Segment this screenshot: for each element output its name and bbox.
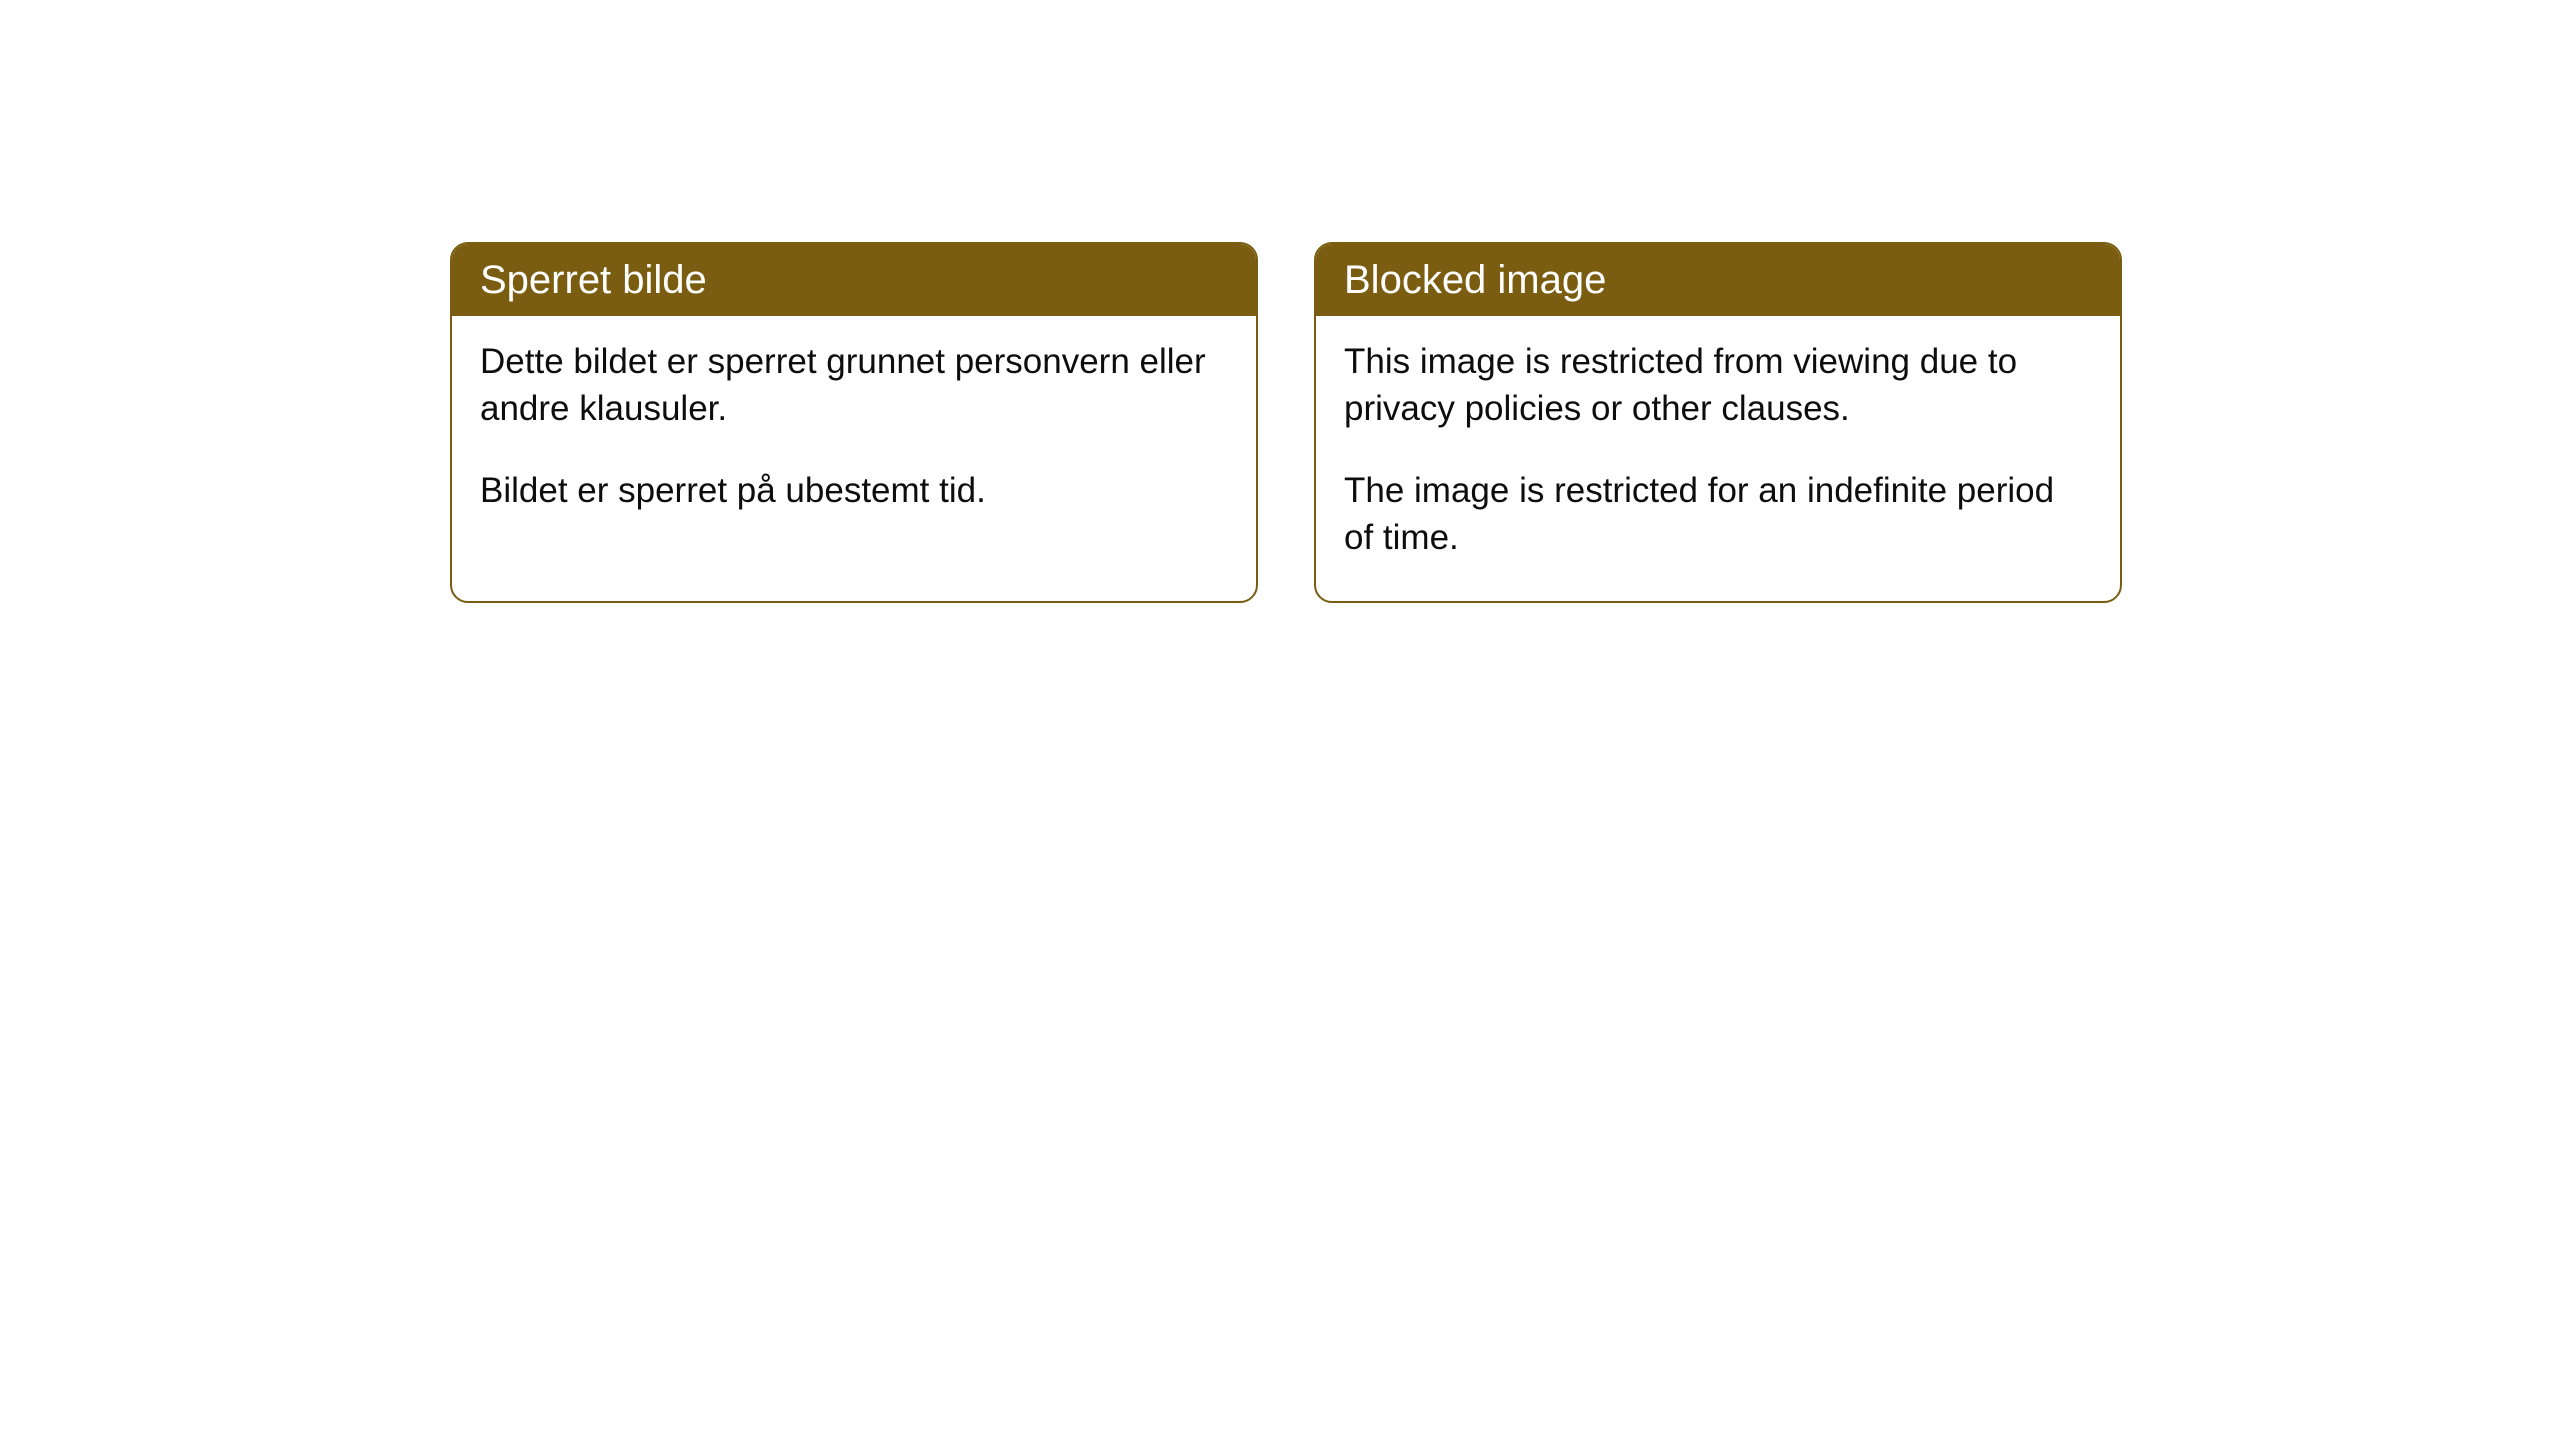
card-body: This image is restricted from viewing du… (1316, 316, 2120, 601)
card-title: Blocked image (1316, 244, 2120, 316)
notice-card-norwegian: Sperret bilde Dette bildet er sperret gr… (450, 242, 1258, 603)
card-paragraph: The image is restricted for an indefinit… (1344, 467, 2092, 562)
notice-card-english: Blocked image This image is restricted f… (1314, 242, 2122, 603)
card-paragraph: Dette bildet er sperret grunnet personve… (480, 338, 1228, 433)
card-title: Sperret bilde (452, 244, 1256, 316)
card-paragraph: Bildet er sperret på ubestemt tid. (480, 467, 1228, 514)
notice-cards-container: Sperret bilde Dette bildet er sperret gr… (0, 0, 2560, 603)
card-paragraph: This image is restricted from viewing du… (1344, 338, 2092, 433)
card-body: Dette bildet er sperret grunnet personve… (452, 316, 1256, 554)
